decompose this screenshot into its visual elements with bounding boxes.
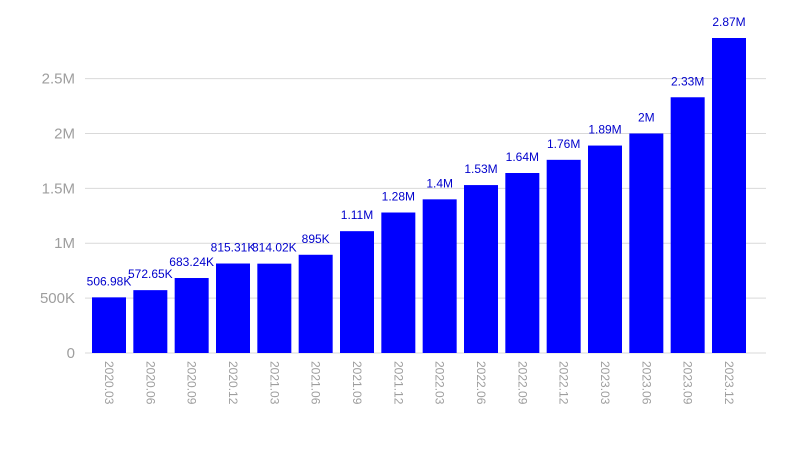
x-tick-label: 2023.09 [681,361,695,405]
data-label: 572.65K [128,267,173,281]
x-tick-label: 2022.12 [557,361,571,405]
y-tick-label: 1.5M [42,180,75,197]
data-label: 2.87M [712,15,745,29]
x-tick-label: 2021.03 [267,361,281,405]
data-label: 2.33M [671,74,704,88]
bar [670,97,705,353]
y-tick-label: 1M [54,235,75,252]
x-tick-label: 2022.06 [474,361,488,405]
bar [340,231,374,353]
data-label: 815.31K [211,241,256,255]
y-tick-label: 500K [40,290,75,307]
data-label: 2M [638,110,655,124]
data-label: 1.64M [506,150,539,164]
bar [298,254,333,353]
bars [92,38,746,353]
data-label: 895K [302,232,330,246]
x-tick-label: 2023.03 [598,361,612,405]
data-label: 1.4M [426,176,453,190]
x-tick-label: 2022.09 [515,361,529,405]
data-label: 1.28M [382,190,415,204]
bar [92,297,126,353]
bar [133,290,168,353]
y-tick-label: 2M [54,125,75,142]
x-tick-label: 2022.03 [433,361,447,405]
data-label: 1.53M [464,162,497,176]
bar [174,278,209,353]
bar [588,145,622,353]
x-tick-label: 2020.06 [143,361,157,405]
x-tick-label: 2021.12 [391,361,405,405]
x-axis-ticks: 2020.03 2020.06 2020.09 2020.12 2021.03 2021.… [102,361,736,405]
bar [381,212,416,353]
bar [464,185,498,353]
bar [216,263,250,353]
x-tick-label: 2023.06 [639,361,653,405]
bar [422,199,457,353]
x-tick-label: 2021.06 [309,361,323,405]
bar [629,133,664,353]
bar [505,173,540,353]
bar [257,263,292,353]
x-tick-label: 2020.12 [226,361,240,405]
data-label: 1.76M [547,137,580,151]
data-label: 683.24K [169,255,214,269]
data-label: 506.98K [87,274,132,288]
x-tick-label: 2020.09 [185,361,199,405]
y-tick-label: 0 [67,345,75,362]
data-label: 1.89M [588,123,621,137]
y-axis-ticks: 0 500K 1M 1.5M 2M 2.5M [40,71,75,362]
y-tick-label: 2.5M [42,71,75,88]
x-tick-label: 2020.03 [102,361,116,405]
data-label: 814.02K [252,241,297,255]
x-tick-label: 2021.09 [350,361,364,405]
x-tick-label: 2023.12 [722,361,736,405]
bar [546,159,581,353]
bar [712,38,746,353]
data-label: 1.11M [341,208,373,222]
